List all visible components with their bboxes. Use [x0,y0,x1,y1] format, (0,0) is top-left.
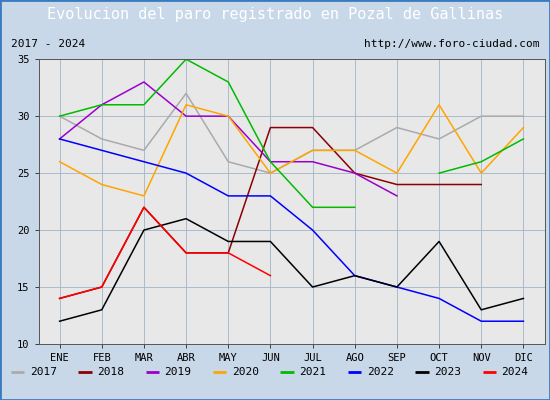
Text: 2020: 2020 [232,367,259,377]
Text: Evolucion del paro registrado en Pozal de Gallinas: Evolucion del paro registrado en Pozal d… [47,8,503,22]
Text: http://www.foro-ciudad.com: http://www.foro-ciudad.com [364,39,539,49]
Text: 2022: 2022 [367,367,394,377]
Text: 2018: 2018 [97,367,124,377]
Text: 2021: 2021 [299,367,326,377]
Text: 2017 - 2024: 2017 - 2024 [11,39,85,49]
Text: 2019: 2019 [164,367,191,377]
Text: 2017: 2017 [30,367,57,377]
Text: 2023: 2023 [434,367,461,377]
Text: 2024: 2024 [502,367,529,377]
